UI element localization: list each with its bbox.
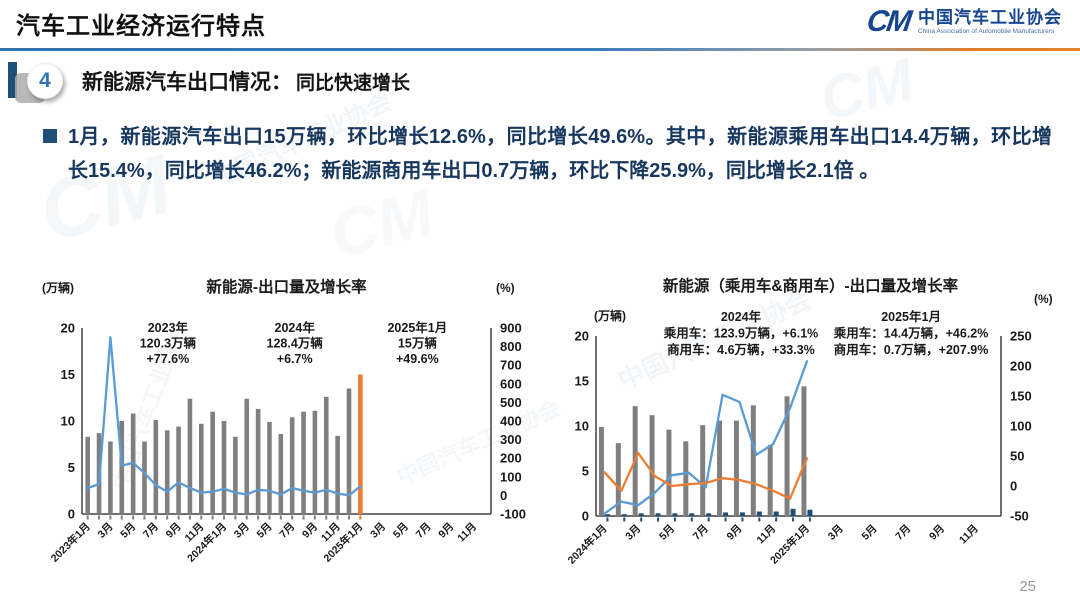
svg-text:(万辆): (万辆) [42,280,74,295]
svg-text:+49.6%: +49.6% [396,352,439,366]
svg-text:9月: 9月 [300,521,320,541]
svg-text:600: 600 [500,376,522,391]
svg-text:200: 200 [500,451,522,466]
svg-text:9月: 9月 [164,521,184,541]
svg-text:7月: 7月 [893,523,913,543]
svg-text:2025年1月: 2025年1月 [387,320,447,335]
svg-text:2024年: 2024年 [721,309,762,324]
svg-text:400: 400 [500,414,522,429]
svg-text:+77.6%: +77.6% [147,352,190,366]
svg-text:乘用车：123.9万辆，+6.1%: 乘用车：123.9万辆，+6.1% [663,326,819,341]
svg-text:5月: 5月 [118,521,138,541]
svg-text:120.3万辆: 120.3万辆 [140,336,197,351]
chart-nev-export-total: 新能源-出口量及增长率 (万辆) (%) 0 5 10 15 20 900 800 700 600 50… [34,266,546,591]
svg-text:3月: 3月 [623,523,643,543]
caam-logo: CM 中国汽车工业协会 China Association of Automob… [865,5,1062,38]
svg-text:9月: 9月 [927,523,947,543]
svg-text:20: 20 [575,329,589,344]
svg-text:3月: 3月 [232,521,252,541]
page-title: 汽车工业经济运行特点 [16,13,266,40]
svg-text:新能源（乘用车&商用车）-出口量及增长率: 新能源（乘用车&商用车）-出口量及增长率 [663,276,959,295]
svg-text:250: 250 [1010,329,1032,344]
svg-text:0: 0 [68,507,75,522]
svg-text:新能源-出口量及增长率: 新能源-出口量及增长率 [206,277,367,296]
svg-text:0: 0 [582,509,589,524]
svg-text:900: 900 [500,321,522,336]
svg-text:2023年: 2023年 [148,320,189,335]
section-number: 4 [39,69,51,92]
svg-text:15: 15 [575,374,589,389]
section-title-sub: 同比快速增长 [296,73,411,94]
svg-text:(%): (%) [1034,292,1053,306]
svg-text:9月: 9月 [436,521,456,541]
svg-text:5: 5 [68,460,75,475]
svg-text:商用车：4.6万辆，+33.3%: 商用车：4.6万辆，+33.3% [667,342,815,357]
section-accent-bar [8,62,17,98]
svg-text:+6.7%: +6.7% [277,352,313,366]
svg-text:150: 150 [1010,389,1032,404]
svg-text:11月: 11月 [755,523,779,547]
logo-org-name-cn: 中国汽车工业协会 [918,8,1062,28]
svg-text:11月: 11月 [455,521,479,545]
summary-text: 1月，新能源汽车出口15万辆，环比增长12.6%，同比增长49.6%。其中，新能… [68,126,1052,182]
svg-text:5月: 5月 [860,523,880,543]
chart-nev-export-pv-cv: 新能源（乘用车&商用车）-出口量及增长率 (万辆) (%) 0 5 10 15 20 250 20… [556,266,1080,591]
svg-text:500: 500 [500,395,522,410]
svg-text:2023年1月: 2023年1月 [48,520,93,565]
svg-text:128.4万辆: 128.4万辆 [267,336,324,351]
svg-text:2024年1月: 2024年1月 [565,522,610,567]
svg-text:5: 5 [582,464,589,479]
svg-text:-100: -100 [500,507,526,522]
svg-text:300: 300 [500,432,522,447]
svg-text:10: 10 [61,414,75,429]
svg-text:商用车：0.7万辆，+207.9%: 商用车：0.7万辆，+207.9% [834,342,989,357]
svg-text:9月: 9月 [725,523,745,543]
logo-org-name-en: China Association of Automobile Manufact… [918,27,1055,35]
svg-text:7月: 7月 [414,521,434,541]
section-title-main: 新能源汽车出口情况： [82,71,292,94]
svg-text:15: 15 [61,367,75,382]
svg-text:5月: 5月 [657,523,677,543]
svg-text:5月: 5月 [391,521,411,541]
bullet-square-icon [43,129,57,143]
chart-nev-export-pv-cv-svg: 新能源（乘用车&商用车）-出口量及增长率 (万辆) (%) 0 5 10 15 20 250 20… [565,276,1053,567]
svg-text:50: 50 [1010,449,1024,464]
section-title: 新能源汽车出口情况： 同比快速增长 [82,66,410,96]
summary-block: 1月，新能源汽车出口15万辆，环比增长12.6%，同比增长49.6%。其中，新能… [40,120,1052,188]
svg-text:200: 200 [1010,359,1032,374]
svg-text:7月: 7月 [141,521,161,541]
svg-text:2025年1月: 2025年1月 [881,309,941,324]
svg-text:15万辆: 15万辆 [398,336,437,351]
svg-text:3月: 3月 [826,523,846,543]
svg-text:-50: -50 [1010,509,1029,524]
svg-text:100: 100 [500,469,522,484]
svg-text:2024年: 2024年 [275,320,316,335]
svg-text:20: 20 [61,321,75,336]
svg-text:0: 0 [500,488,507,503]
page-number: 25 [1019,578,1036,595]
watermark-logo-icon: CM [322,174,441,272]
svg-text:700: 700 [500,358,522,373]
svg-text:100: 100 [1010,419,1032,434]
svg-text:10: 10 [575,419,589,434]
svg-text:11月: 11月 [957,523,981,547]
svg-text:3月: 3月 [95,521,115,541]
svg-text:(万辆): (万辆) [594,308,626,323]
section-number-badge: 4 [27,63,63,99]
svg-text:3月: 3月 [368,521,388,541]
caam-logo-icon: CM [865,5,913,38]
svg-text:800: 800 [500,339,522,354]
title-divider [0,48,1080,51]
svg-text:乘用车：14.4万辆，+46.2%: 乘用车：14.4万辆，+46.2% [833,326,989,341]
caam-logo-text: 中国汽车工业协会 China Association of Automobile… [918,8,1062,35]
chart-nev-export-total-svg: 新能源-出口量及增长率 (万辆) (%) 0 5 10 15 20 900 800 700 600 50… [42,277,526,565]
svg-text:0: 0 [1010,479,1017,494]
svg-text:7月: 7月 [277,521,297,541]
svg-text:7月: 7月 [691,523,711,543]
svg-text:5月: 5月 [255,521,275,541]
svg-text:(%): (%) [496,281,515,295]
